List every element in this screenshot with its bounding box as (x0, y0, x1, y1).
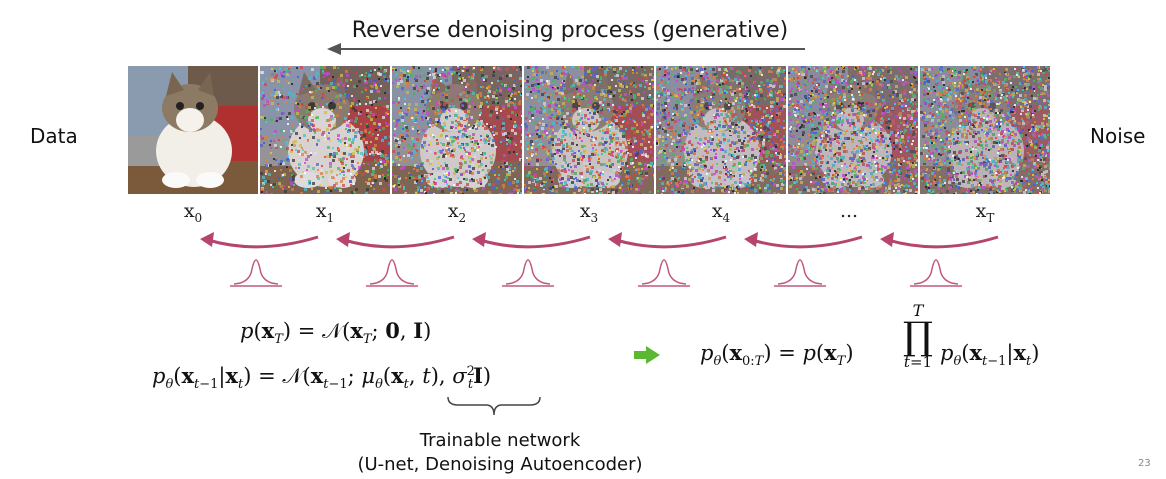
reverse-step-arrowhead (880, 232, 894, 247)
reverse-step-arrow (751, 235, 863, 249)
step-label-subscript: 0 (194, 210, 203, 225)
reverse-step-arrow (207, 235, 319, 249)
product-symbol: T ∏ t=1 (902, 301, 934, 371)
reverse-step-arrow (887, 235, 999, 249)
diffusion-step-image (656, 66, 786, 194)
gaussian-icon (641, 259, 687, 285)
step-label-base: x (579, 200, 591, 222)
diffusion-step-image (920, 66, 1050, 194)
step-label-subscript: 3 (590, 210, 599, 225)
diffusion-step-image (128, 66, 258, 194)
step-label-subscript: 1 (326, 210, 335, 225)
reverse-step-arrow (343, 235, 455, 249)
transition-equation: pθ(xt−1|xt) = 𝒩(xt−1; μθ(xt, t), σ2tI) (152, 363, 492, 393)
step-label-base: ... (839, 200, 859, 222)
reverse-step-arrowhead (472, 232, 486, 247)
step-label: ... (809, 200, 889, 222)
step-label: xT (945, 200, 1025, 225)
step-label: x2 (417, 200, 497, 225)
title-row: Reverse denoising process (generative) (0, 0, 1166, 60)
step-label-base: x (315, 200, 327, 222)
network-caption-line2: (U-net, Denoising Autoencoder) (357, 454, 643, 475)
gaussian-icon (369, 259, 415, 285)
implies-arrow-icon (634, 346, 660, 364)
title-arrow-icon (327, 43, 805, 55)
step-label-base: x (975, 200, 987, 222)
step-label: x1 (285, 200, 365, 225)
noise-label: Noise (1090, 124, 1146, 148)
step-label: x4 (681, 200, 761, 225)
diffusion-step-image (524, 66, 654, 194)
reverse-step-arrowhead (200, 232, 214, 247)
step-label-base: x (183, 200, 195, 222)
data-label: Data (30, 124, 78, 148)
step-label: x0 (153, 200, 233, 225)
joint-equation-tail: pθ(xt−1|xt) (940, 340, 1040, 370)
network-caption-line1: Trainable network (419, 430, 581, 451)
step-label-base: x (711, 200, 723, 222)
diffusion-step-image (788, 66, 918, 194)
diagram-title: Reverse denoising process (generative) (351, 18, 789, 43)
gaussian-icon (777, 259, 823, 285)
gaussian-icon (505, 259, 551, 285)
diffusion-step-image (260, 66, 390, 194)
diffusion-step-image (392, 66, 522, 194)
reverse-step-arrow (479, 235, 591, 249)
step-label-subscript: 2 (458, 210, 467, 225)
page-number: 23 (1138, 458, 1151, 469)
reverse-arrows (200, 232, 999, 287)
joint-equation: pθ(x0:T) = p(xT) (700, 340, 854, 370)
reverse-step-arrowhead (336, 232, 350, 247)
step-label-base: x (447, 200, 459, 222)
step-label-subscript: 4 (722, 210, 731, 225)
reverse-step-arrowhead (608, 232, 622, 247)
step-label-subscript: T (986, 210, 995, 225)
gaussian-icon (233, 259, 279, 285)
reverse-step-arrowhead (744, 232, 758, 247)
underbrace-icon (447, 396, 541, 416)
prior-equation: p(xT) = 𝒩(xT; 0, I) (240, 318, 432, 348)
network-caption: Trainable network (U-net, Denoising Auto… (270, 429, 730, 477)
reverse-step-arrow (615, 235, 727, 249)
gaussian-icon (913, 259, 959, 285)
step-label: x3 (549, 200, 629, 225)
